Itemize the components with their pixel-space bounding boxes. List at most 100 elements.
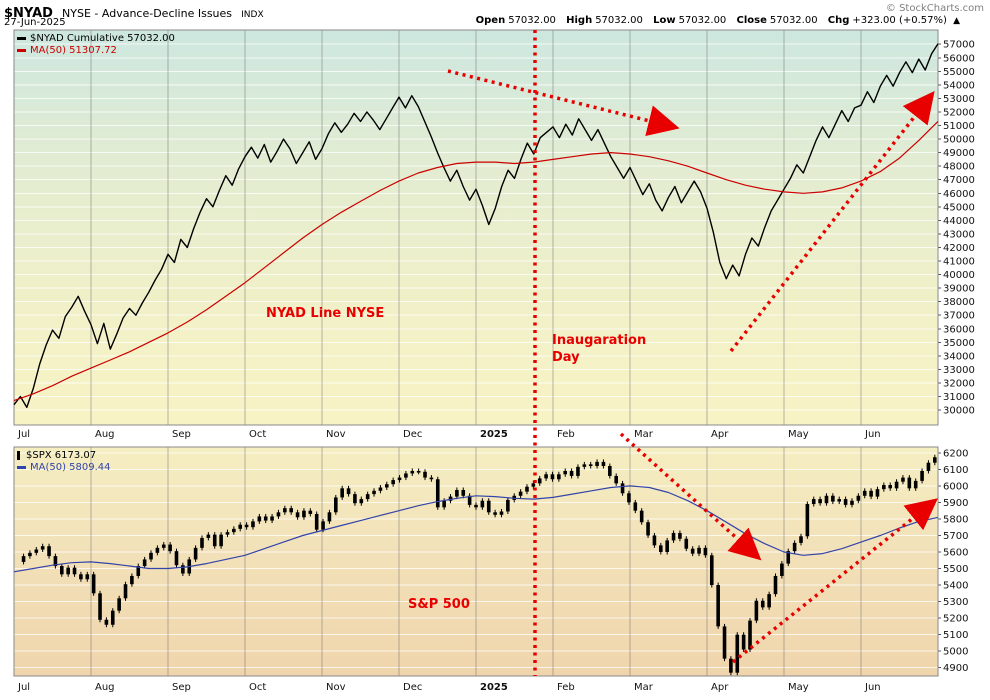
spx-legend: $SPX 6173.07 MA(50) 5809.44 bbox=[17, 450, 111, 474]
x-axis-label: May bbox=[788, 682, 809, 693]
x-axis-label: Sep bbox=[172, 682, 191, 693]
y-axis-label: 5800 bbox=[943, 514, 968, 525]
nyad-ma50-legend-label: MA(50) 51307.72 bbox=[30, 45, 117, 56]
nyad-legend-label: $NYAD Cumulative 57032.00 bbox=[30, 33, 175, 44]
y-axis-label: 50000 bbox=[943, 135, 975, 146]
annotation-nyad-label: NYAD Line NYSE bbox=[266, 306, 385, 321]
high-label: High bbox=[566, 15, 593, 26]
spx-candle-swatch bbox=[17, 450, 20, 460]
y-axis-label: 5900 bbox=[943, 498, 968, 509]
y-axis-label: 5000 bbox=[943, 647, 968, 658]
symbol-name: NYSE - Advance-Decline Issues bbox=[62, 7, 233, 20]
chart-background bbox=[14, 30, 938, 425]
y-axis-label: 5700 bbox=[943, 531, 968, 542]
exchange-label: INDX bbox=[241, 10, 264, 20]
y-axis-label: 31000 bbox=[943, 392, 975, 403]
y-axis-label: 43000 bbox=[943, 229, 975, 240]
nyad-ma50-swatch bbox=[17, 48, 26, 52]
x-axis-label: Mar bbox=[634, 429, 654, 440]
y-axis-label: 30000 bbox=[943, 406, 975, 417]
y-axis-label: 32000 bbox=[943, 378, 975, 389]
spx-legend-label: $SPX 6173.07 bbox=[26, 450, 97, 461]
y-axis-label: 45000 bbox=[943, 202, 975, 213]
x-axis-label: Nov bbox=[326, 682, 346, 693]
y-axis-label: 40000 bbox=[943, 270, 975, 281]
y-axis-label: 6200 bbox=[943, 448, 968, 459]
ma-50-line bbox=[13, 485, 939, 573]
y-axis-label: 48000 bbox=[943, 162, 975, 173]
s-p-500-plot: 4900 5000 5100 5200 5300 5400 5500 5600 5700 5800… bbox=[13, 446, 968, 693]
y-axis-label: 5100 bbox=[943, 630, 968, 641]
x-axis-label: Oct bbox=[249, 682, 266, 693]
y-axis-label: 36000 bbox=[943, 324, 975, 335]
x-axis-label: Jul bbox=[17, 429, 30, 440]
copyright-notice: © StockCharts.com bbox=[885, 3, 984, 14]
x-axis-label: Jul bbox=[17, 682, 30, 693]
y-axis-label: 5400 bbox=[943, 581, 968, 592]
y-axis-label: 55000 bbox=[943, 67, 975, 78]
x-axis-label: Oct bbox=[249, 429, 266, 440]
x-axis-label: Apr bbox=[711, 682, 729, 693]
y-axis-label: 5300 bbox=[943, 597, 968, 608]
y-axis-label: 44000 bbox=[943, 216, 975, 227]
x-axis-label: Aug bbox=[95, 682, 115, 693]
y-axis-label: 34000 bbox=[943, 351, 975, 362]
y-axis-label: 5600 bbox=[943, 547, 968, 558]
x-axis-label: Feb bbox=[557, 429, 575, 440]
annotation-spx-label: S&P 500 bbox=[408, 597, 470, 612]
x-axis-label: Jun bbox=[864, 429, 881, 440]
y-axis-label: 41000 bbox=[943, 257, 975, 268]
y-axis-label: 52000 bbox=[943, 107, 975, 118]
low-value: 57032.00 bbox=[678, 15, 727, 26]
x-axis-label: Nov bbox=[326, 429, 346, 440]
chart-header: $NYAD NYSE - Advance-Decline Issues INDX bbox=[4, 2, 264, 21]
x-axis-label: 2025 bbox=[480, 429, 508, 440]
x-axis-label: Mar bbox=[634, 682, 654, 693]
close-label: Close bbox=[736, 15, 767, 26]
x-axis-label: Apr bbox=[711, 429, 729, 440]
x-axis-label: Feb bbox=[557, 682, 575, 693]
y-axis-label: 56000 bbox=[943, 53, 975, 64]
y-axis-label: 6000 bbox=[943, 481, 968, 492]
y-axis-label: 42000 bbox=[943, 243, 975, 254]
open-label: Open bbox=[475, 15, 506, 26]
y-axis-label: 38000 bbox=[943, 297, 975, 308]
y-axis-label: 51000 bbox=[943, 121, 975, 132]
x-axis-label: Sep bbox=[172, 429, 191, 440]
chart-background bbox=[14, 447, 938, 676]
y-axis-label: 4900 bbox=[943, 663, 968, 674]
y-axis-label: 37000 bbox=[943, 311, 975, 322]
y-axis-label: 5500 bbox=[943, 564, 968, 575]
spx-ma50-legend-label: MA(50) 5809.44 bbox=[30, 462, 111, 473]
nyad-line-swatch bbox=[17, 36, 26, 40]
x-axis-label: 2025 bbox=[480, 682, 508, 693]
x-axis-label: Aug bbox=[95, 429, 115, 440]
plot-border bbox=[13, 29, 939, 426]
x-axis-label: Dec bbox=[403, 682, 422, 693]
up-arrow-icon: ▲ bbox=[953, 16, 960, 26]
symbol-ticker: $NYAD bbox=[4, 6, 53, 21]
y-axis-label: 5200 bbox=[943, 614, 968, 625]
x-axis-label: Jun bbox=[864, 682, 881, 693]
ohlc-quote-row: Open 57032.00 High 57032.00 Low 57032.00 Cl… bbox=[469, 15, 960, 26]
chg-label: Chg bbox=[827, 15, 850, 26]
y-axis-label: 33000 bbox=[943, 365, 975, 376]
annotation-arrow bbox=[729, 90, 935, 353]
spx-candles bbox=[21, 454, 937, 676]
open-value: 57032.00 bbox=[508, 15, 556, 26]
annotation-inauguration-label: Inaugaration Day bbox=[552, 333, 647, 365]
chart-date: 27-Jun-2025 bbox=[4, 17, 66, 28]
x-axis-label: May bbox=[788, 429, 809, 440]
y-axis-label: 35000 bbox=[943, 338, 975, 349]
y-axis-label: 53000 bbox=[943, 94, 975, 105]
high-value: 57032.00 bbox=[595, 15, 643, 26]
close-value: 57032.00 bbox=[769, 15, 818, 26]
spx-ma50-swatch bbox=[17, 465, 26, 469]
low-label: Low bbox=[653, 15, 676, 26]
y-axis-label: 54000 bbox=[943, 80, 975, 91]
nyad-legend: $NYAD Cumulative 57032.00 MA(50) 51307.7… bbox=[17, 33, 175, 57]
x-axis-label: Dec bbox=[403, 429, 422, 440]
y-axis-label: 47000 bbox=[943, 175, 975, 186]
y-axis-label: 49000 bbox=[943, 148, 975, 159]
